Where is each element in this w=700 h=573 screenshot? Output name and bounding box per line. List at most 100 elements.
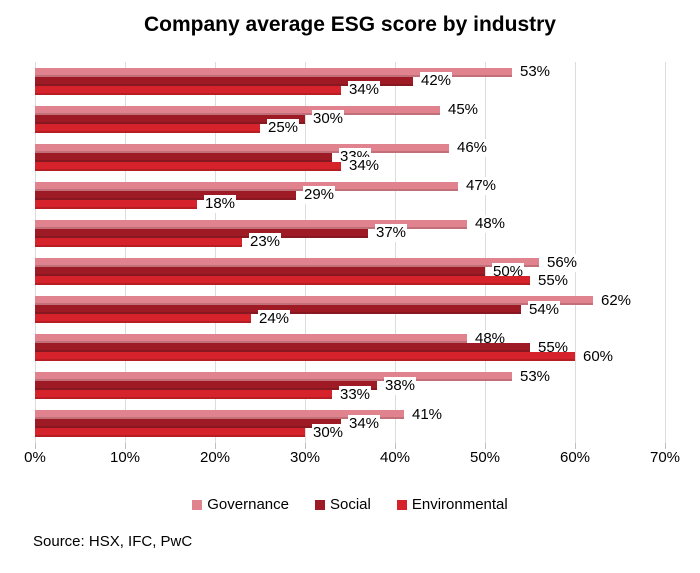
bar-group: 46%33%34% (35, 138, 665, 176)
bar-value-label: 62% (600, 291, 633, 310)
axis-tick (305, 443, 306, 449)
bar-value-label: 30% (312, 110, 345, 129)
bar-environmental (35, 390, 332, 400)
bar-social (35, 419, 341, 429)
bar-value-label: 23% (249, 233, 282, 252)
bar-governance (35, 258, 539, 268)
bar-group: 41% 34% 30% (35, 405, 665, 443)
bar-environmental (35, 428, 305, 438)
x-tick-label: 20% (199, 449, 231, 466)
bar-environmental (35, 199, 197, 209)
bar-group: 56% 50% 55% (35, 253, 665, 291)
bar-social (35, 190, 296, 200)
legend-label: Social (329, 496, 371, 513)
bar-value-label: 45% (447, 101, 480, 120)
bar-social (35, 267, 485, 277)
bar-group: 45% 30% 25% (35, 100, 665, 138)
legend: Governance Social Environmental (0, 496, 700, 513)
bar-environmental (35, 85, 341, 95)
bar-value-label: 42% (420, 72, 453, 91)
legend-item-governance: Governance (192, 496, 289, 513)
plot-area: 53%42%34%45%30%25%46%33%34%47%29%18%48%3… (35, 62, 666, 449)
bar-value-label: 33% (339, 385, 372, 404)
x-tick-label: 10% (109, 449, 141, 466)
bar-value-label: 29% (303, 186, 336, 205)
bar-value-label: 38% (384, 376, 417, 395)
bar-governance (35, 410, 404, 420)
bar-environmental (35, 123, 260, 133)
gridline (665, 62, 666, 443)
bar-group: 53% 38% 33% (35, 367, 665, 405)
axis-tick (215, 443, 216, 449)
bar-value-label: 24% (258, 309, 291, 328)
gridline (125, 62, 126, 443)
x-tick-label: 60% (559, 449, 591, 466)
gridline (575, 62, 576, 443)
bar-social (35, 343, 530, 353)
legend-swatch-icon (192, 499, 203, 510)
legend-swatch-icon (314, 499, 325, 510)
bar-social (35, 114, 305, 124)
bar-group: 48% 55% 60% (35, 329, 665, 367)
legend-label: Governance (207, 496, 289, 513)
bar-environmental (35, 314, 251, 324)
chart-title: Company average ESG score by industry (144, 13, 556, 36)
bar-social (35, 228, 368, 238)
x-tick-label: 30% (289, 449, 321, 466)
bar-governance (35, 334, 467, 344)
gridline (215, 62, 216, 443)
gridline (395, 62, 396, 443)
bar-value-label: 47% (465, 177, 498, 196)
axis-tick (395, 443, 396, 449)
bar-value-label: 55% (537, 271, 570, 290)
bar-governance (35, 372, 512, 382)
gridline (305, 62, 306, 443)
bar-value-label: 34% (348, 414, 381, 433)
legend-item-environmental: Environmental (396, 496, 508, 513)
x-tick-label: 0% (24, 449, 46, 466)
bar-value-label: 34% (348, 81, 381, 100)
axis-tick (575, 443, 576, 449)
source-note: Source: HSX, IFC, PwC (33, 533, 193, 550)
bar-value-label: 41% (411, 405, 444, 424)
bar-environmental (35, 161, 341, 171)
bar-group: 53% 42% 34% (35, 62, 665, 100)
bar-value-label: 60% (582, 347, 615, 366)
axis-tick (665, 443, 666, 449)
bar-environmental (35, 352, 575, 362)
bar-value-label: 30% (312, 423, 345, 442)
bar-value-label: 25% (267, 119, 300, 138)
bar-value-label: 53% (519, 63, 552, 82)
bar-social (35, 152, 332, 162)
bar-governance (35, 219, 467, 229)
bar-governance (35, 181, 458, 191)
bar-value-label: 37% (375, 224, 408, 243)
x-tick-label: 70% (649, 449, 681, 466)
bar-governance (35, 143, 449, 153)
gridline (485, 62, 486, 443)
bar-governance (35, 105, 440, 115)
bar-social (35, 76, 413, 86)
gridline (35, 62, 36, 443)
legend-item-social: Social (314, 496, 371, 513)
legend-label: Environmental (411, 496, 508, 513)
bar-value-label: 46% (456, 139, 489, 158)
axis-tick (125, 443, 126, 449)
bar-governance (35, 67, 512, 77)
bar-value-label: 54% (528, 300, 561, 319)
x-axis: 0% 10% 20% 30% 40% 50% 60% 70% (0, 449, 700, 469)
legend-swatch-icon (396, 499, 407, 510)
bar-value-label: 53% (519, 367, 552, 386)
axis-tick (35, 443, 36, 449)
bar-governance (35, 296, 593, 306)
axis-tick (485, 443, 486, 449)
x-tick-label: 50% (469, 449, 501, 466)
bar-group: 62% 54% 24% (35, 291, 665, 329)
bar-social (35, 381, 377, 391)
bar-group: 48% 37% 23% (35, 214, 665, 252)
x-tick-label: 40% (379, 449, 411, 466)
bar-environmental (35, 276, 530, 286)
bar-value-label: 48% (474, 215, 507, 234)
bar-value-label: 34% (348, 157, 381, 176)
